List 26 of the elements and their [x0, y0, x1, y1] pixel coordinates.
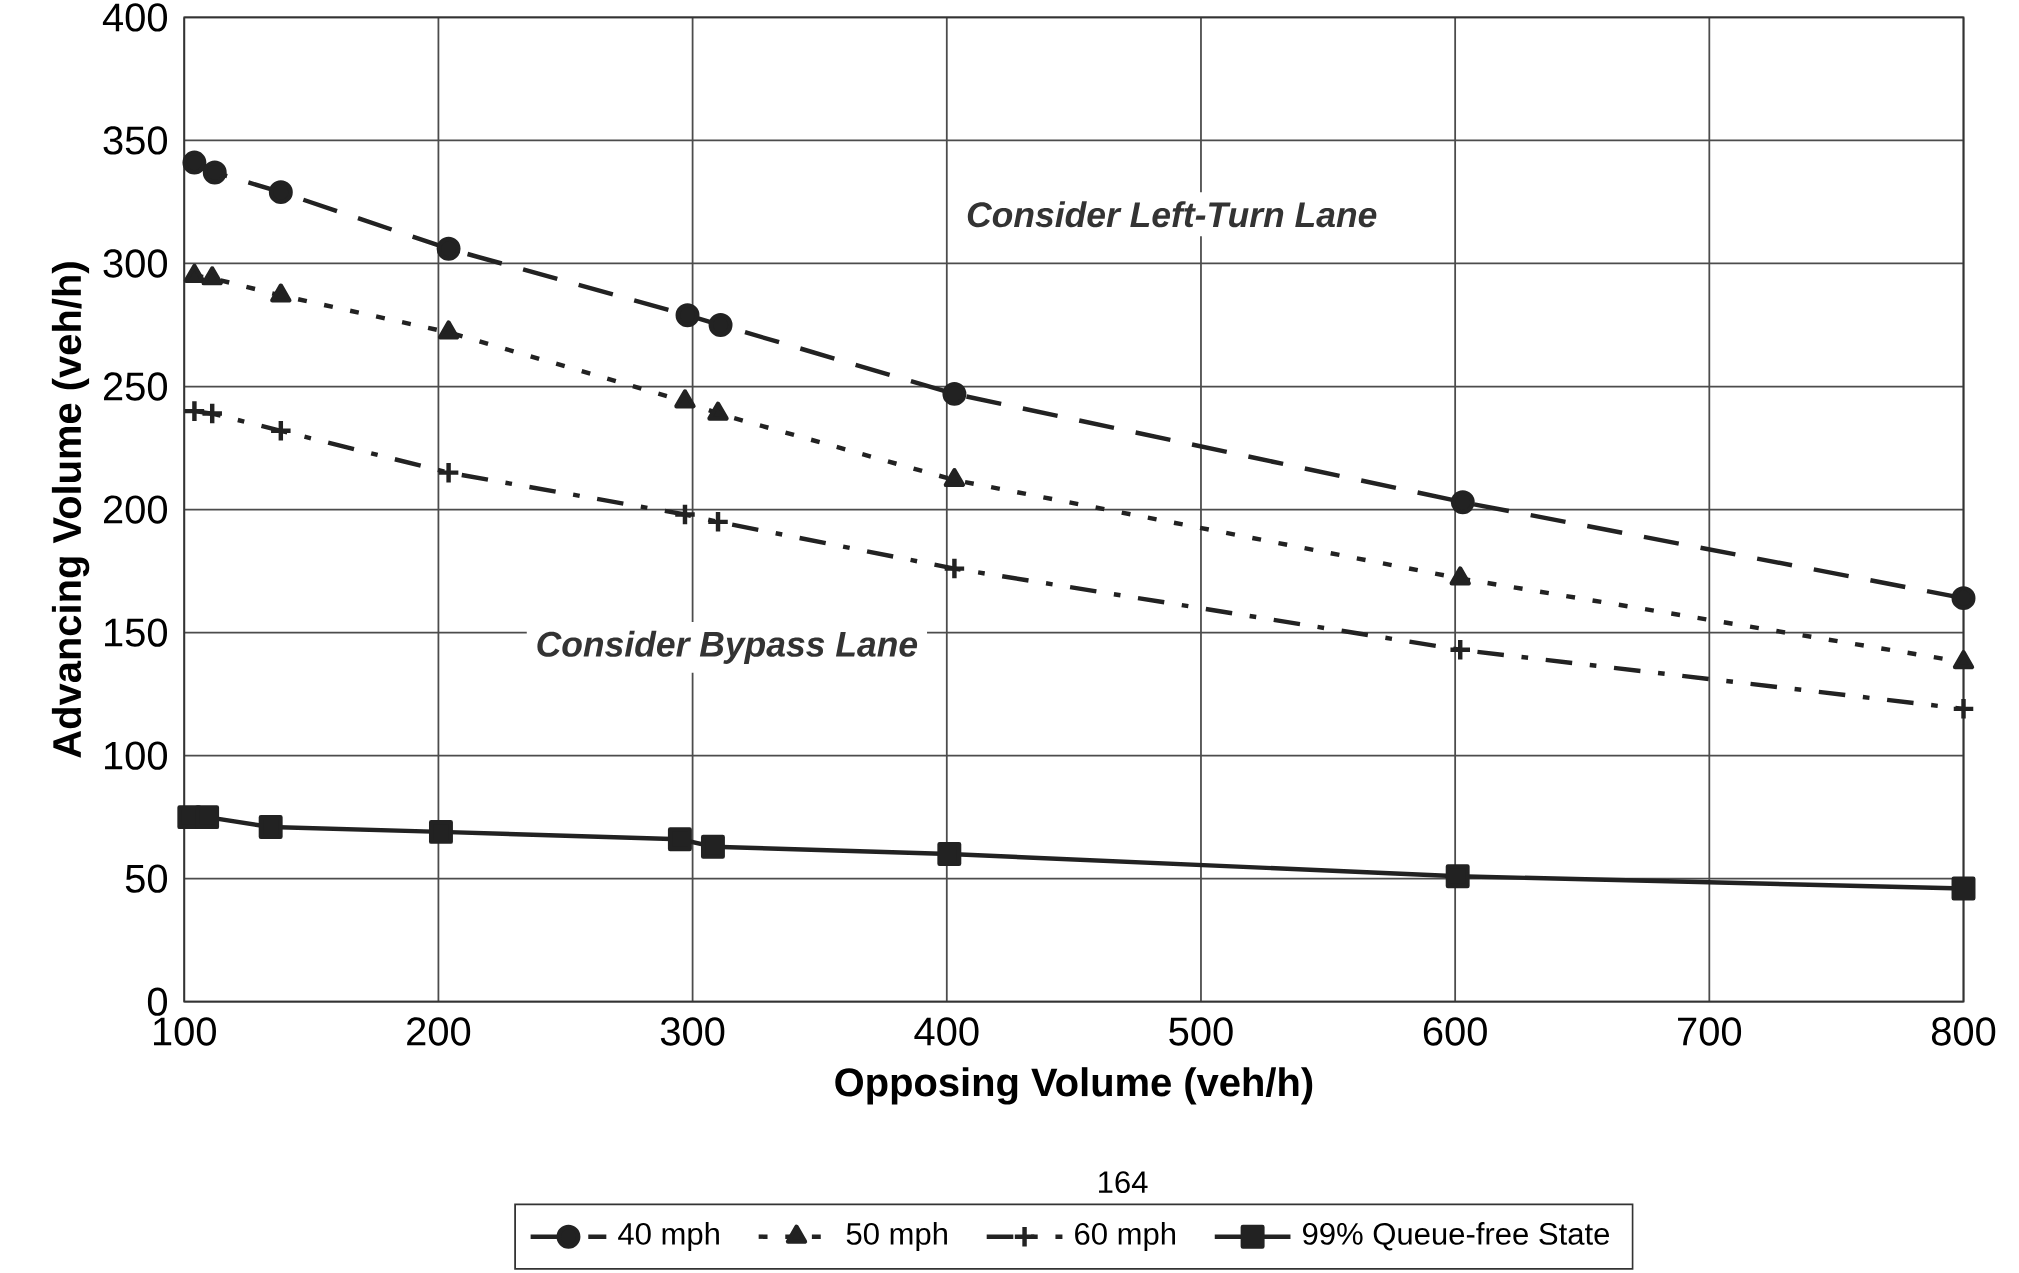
- x-tick-label: 100: [154, 1017, 216, 1046]
- y-tick-label: 350: [103, 126, 168, 155]
- y-tick-label: 100: [105, 741, 168, 770]
- x-tick-label: 200: [407, 1017, 471, 1046]
- annotation: Consider Bypass Lane: [537, 630, 918, 664]
- y-tick-label: 400: [102, 3, 168, 32]
- y-tick-label: 0: [147, 987, 168, 1016]
- y-tick-label: 50: [125, 864, 168, 893]
- text: 164: [1099, 1171, 1148, 1194]
- x-tick-label: 800: [1931, 1017, 1996, 1046]
- legend-label: 99% Queue-free State: [1303, 1222, 1610, 1251]
- x-tick-label: 300: [660, 1017, 725, 1046]
- y-axis-title: Advancing Volume (veh/h): [51, 262, 90, 758]
- y-tick-label: 300: [103, 249, 168, 278]
- legend-label: 40 mph: [618, 1222, 719, 1252]
- legend-label: 60 mph: [1075, 1222, 1175, 1252]
- x-tick-label: 400: [914, 1017, 979, 1046]
- y-tick-label: 250: [103, 372, 168, 401]
- annotation: Consider Left-Turn Lane: [967, 201, 1377, 228]
- x-tick-label: 500: [1169, 1017, 1233, 1046]
- legend-label: 50 mph: [846, 1222, 947, 1252]
- y-tick-label: 150: [105, 618, 168, 647]
- x-tick-label: 600: [1423, 1017, 1487, 1046]
- x-tick-label: 700: [1678, 1017, 1742, 1046]
- y-tick-label: 200: [103, 495, 168, 524]
- x-axis-title: Opposing Volume (veh/h): [835, 1067, 1313, 1105]
